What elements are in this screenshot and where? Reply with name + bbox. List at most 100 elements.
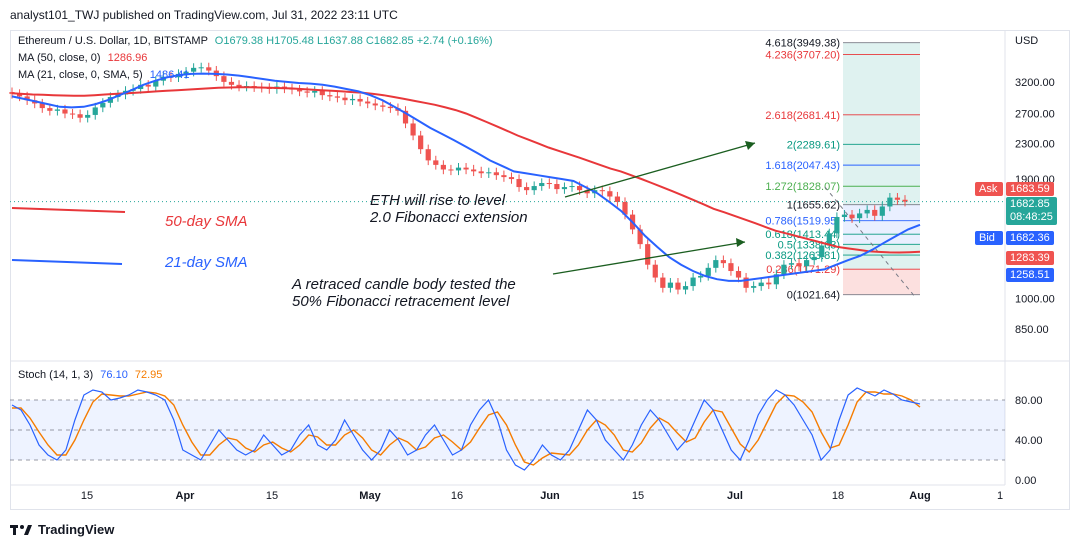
candle-body: [879, 206, 885, 216]
candle-body: [599, 190, 605, 192]
stoch-tick-label: 80.00: [1015, 395, 1043, 407]
ma21-legend-label: MA (21, close, 0, SMA, 5): [18, 69, 143, 81]
candle-body: [614, 196, 621, 202]
symbol-legend: Ethereum / U.S. Dollar, 1D, BITSTAMP O16…: [18, 35, 493, 47]
change-value: +2.74 (+0.16%): [416, 35, 493, 47]
candle-body: [698, 275, 704, 278]
low-value: L1637.88: [316, 35, 363, 47]
candle-body: [834, 216, 840, 234]
fib-level-label: 0.382(1263.81): [765, 250, 840, 262]
time-tick-label: Aug: [909, 490, 930, 502]
ma50-line: [11, 86, 921, 254]
symbol-title: Ethereum / U.S. Dollar, 1D, BITSTAMP: [18, 35, 208, 47]
candle-body: [539, 183, 545, 187]
candle-body: [296, 89, 303, 92]
annotation-retracement-line2: 50% Fibonacci retracement level: [292, 293, 510, 310]
stoch-k-line: [11, 387, 921, 471]
time-tick-label: 15: [266, 490, 278, 502]
candle-body: [312, 90, 318, 93]
tradingview-brand: TradingView: [38, 521, 115, 537]
fib-extension-arrow-line: [564, 142, 756, 198]
candle-body: [153, 80, 159, 87]
price-tick-label: 2700.00: [1015, 109, 1055, 121]
candle-body: [894, 197, 901, 200]
candle-body: [463, 167, 469, 170]
time-tick-label: 1: [997, 490, 1003, 502]
ma21-legend: MA (21, close, 0, SMA, 5) 1486.41: [18, 69, 190, 81]
ma50-price-tag: 1283.39: [1006, 251, 1054, 265]
candle-body: [508, 177, 515, 180]
time-tick-label: Apr: [176, 490, 196, 502]
candle-body: [819, 245, 825, 258]
price-tick-label: 3200.00: [1015, 77, 1055, 89]
stoch-k-value: 76.10: [100, 369, 128, 381]
candle-body: [887, 197, 893, 207]
fib-level-label: 1(1655.62): [787, 200, 840, 212]
time-tick-label: 18: [832, 490, 844, 502]
annotation-fib-extension-line1: ETH will rise to level: [370, 192, 506, 209]
candle-body: [455, 167, 462, 171]
candle-body: [387, 106, 393, 109]
candle-body: [652, 264, 658, 278]
candle-body: [228, 81, 235, 85]
candle-body: [728, 263, 734, 272]
candle-body: [849, 214, 855, 219]
high-value: H1705.48: [266, 35, 314, 47]
open-value: O1679.38: [214, 35, 264, 47]
candle-body: [856, 213, 863, 219]
time-tick-label: 16: [451, 490, 463, 502]
candle-body: [766, 282, 772, 285]
time-tick-label: Jul: [727, 490, 743, 502]
time-tick-label: 15: [632, 490, 644, 502]
candle-body: [478, 171, 484, 174]
fib-level-label: 4.236(3707.20): [765, 49, 840, 61]
last-price-tag: 1682.85 08:48:25: [1006, 197, 1057, 225]
candle-body: [191, 67, 197, 72]
stoch-legend-label: Stoch (14, 1, 3): [18, 369, 94, 381]
candle-body: [77, 114, 83, 118]
candle-body: [788, 263, 795, 265]
candle-body: [418, 135, 424, 150]
annotation-fib-extension-line2: 2.0 Fibonacci extension: [369, 209, 528, 226]
candle-body: [9, 92, 15, 94]
ma21-legend-value: 1486.41: [149, 69, 190, 81]
sma21-callout-label: 21-day SMA: [164, 254, 248, 271]
candle-body: [743, 277, 749, 288]
candle-body: [675, 282, 681, 290]
candle-body: [69, 113, 76, 115]
candle-body: [660, 277, 666, 288]
bid-tag-value: 1682.36: [1006, 231, 1054, 245]
candle-body: [92, 107, 98, 115]
candle-body: [872, 209, 878, 216]
fib-mid-retracement-zone: [843, 244, 920, 270]
candle-body: [183, 71, 189, 74]
candle-countdown: 08:48:25: [1010, 211, 1053, 223]
candle-body: [720, 260, 726, 264]
close-value: C1682.85: [365, 35, 414, 47]
fib-level-label: 2(2289.61): [787, 139, 840, 151]
candle-body: [39, 103, 45, 109]
fib-extension-zone: [843, 42, 920, 205]
ma50-legend: MA (50, close, 0) 1286.96: [18, 52, 147, 64]
ma50-legend-value: 1286.96: [107, 52, 148, 64]
candle-body: [471, 169, 477, 172]
candle-body: [100, 102, 106, 108]
annotation-retracement-line1: A retraced candle body tested the: [291, 276, 516, 293]
chart-frame[interactable]: [10, 30, 1070, 510]
candle-body: [433, 160, 439, 165]
candle-body: [349, 98, 356, 101]
ask-tag-label: Ask: [975, 182, 1003, 196]
candle-body: [24, 96, 30, 101]
candle-body: [380, 105, 386, 107]
candle-body: [319, 90, 325, 96]
fib-level-label: 1.272(1828.07): [765, 181, 840, 193]
fib-level-label: 2.618(2681.41): [765, 110, 840, 122]
tradingview-footer[interactable]: TradingView: [10, 519, 114, 539]
candle-body: [342, 97, 348, 101]
candle-body: [576, 186, 583, 191]
candle-body: [811, 257, 817, 261]
publish-banner: analyst101_TWJ published on TradingView.…: [0, 0, 1079, 30]
candle-body: [546, 183, 552, 185]
candle-body: [524, 187, 530, 191]
